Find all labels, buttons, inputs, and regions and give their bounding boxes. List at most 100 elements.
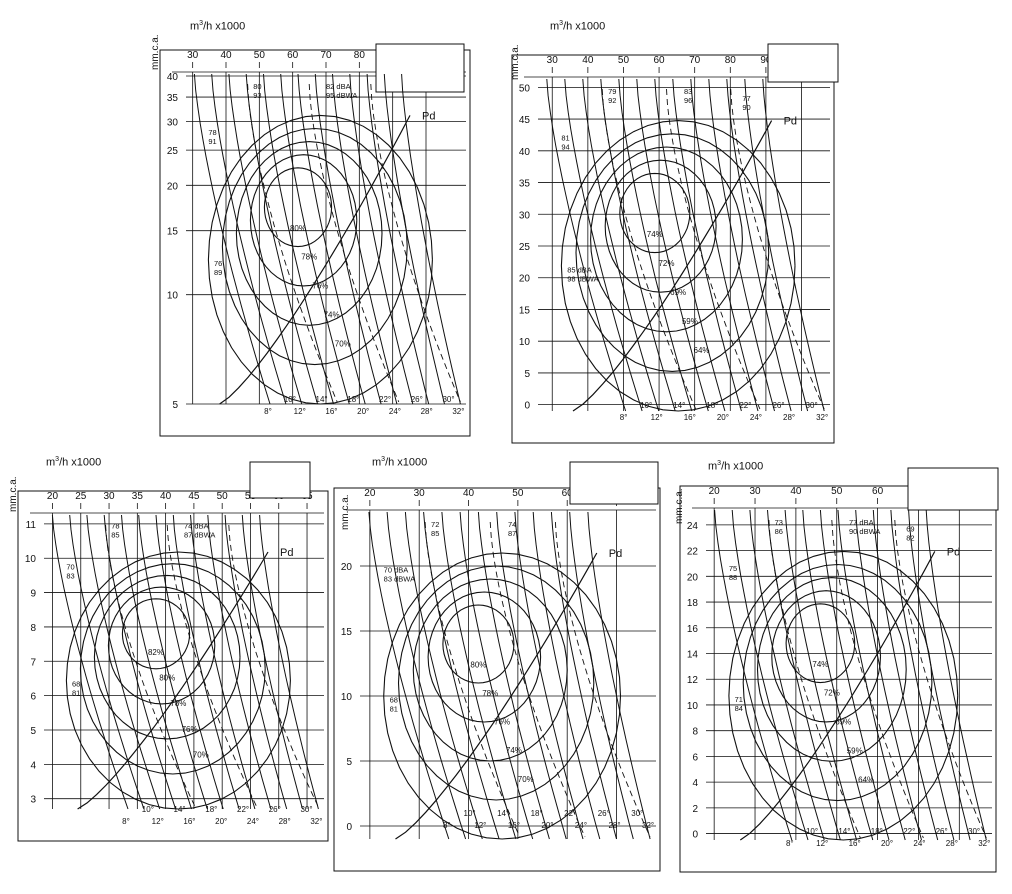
y-tick-label: 10	[167, 291, 179, 302]
noise-level-label: 77 dBA	[849, 518, 874, 527]
noise-level-label: 90	[742, 103, 750, 112]
noise-level-label: 85	[431, 529, 439, 538]
chart-svg: 304050607080901005101520253035408°10°12°…	[159, 43, 471, 437]
speed-label: 20°	[541, 821, 553, 830]
efficiency-curve	[442, 604, 515, 684]
noise-level-label: 88	[729, 573, 737, 582]
y-tick-label: 50	[519, 83, 531, 94]
efficiency-curve	[263, 167, 333, 248]
noise-level-label: 68	[390, 696, 398, 705]
speed-label: 26°	[411, 395, 423, 404]
x-tick-label: 90	[760, 55, 772, 66]
y-tick-label: 11	[26, 520, 37, 531]
legend-box	[375, 43, 465, 93]
efficiency-curve	[107, 586, 216, 705]
speed-curve	[368, 511, 450, 840]
chart-svg: 20253035404550556065345678910118°10°12°1…	[17, 461, 329, 842]
efficiency-label: 64%	[694, 346, 710, 355]
x-unit-title: m3/h x1000	[708, 460, 764, 473]
y-tick-label: 0	[524, 401, 530, 412]
speed-curve	[890, 509, 955, 841]
efficiency-label: 69%	[835, 718, 851, 727]
speed-label: 22°	[564, 809, 576, 818]
y-tick-label: 30	[519, 210, 531, 221]
speed-label: 22°	[903, 827, 915, 836]
speed-curve	[404, 511, 483, 840]
noise-level-label: 70	[66, 563, 74, 572]
x-tick-label: 20	[47, 491, 59, 502]
efficiency-label: 70%	[193, 751, 209, 760]
speed-label: 24°	[247, 817, 259, 826]
noise-level-label: 70 dBA	[384, 566, 409, 575]
speed-curve	[749, 509, 825, 841]
noise-level-label: 72	[431, 520, 439, 529]
x-tick-label: 60	[562, 488, 574, 499]
y-tick-label: 25	[167, 146, 179, 157]
noise-level-label: 79	[608, 87, 616, 96]
speed-label: 14°	[673, 401, 685, 410]
y-tick-label: 6	[30, 692, 36, 703]
speed-curve	[332, 73, 398, 405]
y-tick-label: 35	[519, 179, 531, 190]
efficiency-label: 78%	[301, 253, 317, 262]
x-tick-label: 30	[414, 488, 426, 499]
efficiency-label: 72%	[824, 689, 840, 698]
speed-label: 28°	[608, 821, 620, 830]
speed-curve	[103, 514, 177, 810]
speed-curve	[383, 73, 445, 405]
noise-level-label: 69	[906, 525, 914, 534]
efficiency-label: 82%	[148, 648, 164, 657]
y-tick-label: 12	[687, 675, 699, 686]
speed-curve	[228, 73, 303, 405]
x-tick-label: 50	[254, 50, 266, 61]
speed-curve	[401, 73, 461, 405]
chart-panel-5: 203040506070800246810121416182022248°10°…	[672, 452, 1006, 873]
efficiency-curve	[619, 172, 691, 254]
noise-level-label: 92	[608, 96, 616, 105]
x-tick-label: 40	[582, 55, 594, 66]
frame	[159, 49, 471, 437]
chart-svg: 203040506070800246810121416182022248°10°…	[679, 467, 999, 873]
y-unit-label: mm.c.a.	[340, 494, 351, 530]
speed-label: 26°	[936, 827, 948, 836]
pd-label: Pd	[422, 110, 435, 122]
noise-curve	[370, 83, 461, 403]
speed-curve	[245, 73, 319, 405]
x-tick-label: 60	[287, 50, 299, 61]
x-tick-label: 40	[790, 486, 802, 497]
y-tick-label: 10	[519, 337, 531, 348]
pd-label: Pd	[784, 116, 797, 128]
noise-level-label: 74	[508, 520, 516, 529]
efficiency-curve	[207, 114, 433, 405]
noise-level-label: 76	[214, 259, 222, 268]
y-tick-label: 5	[524, 369, 530, 380]
x-tick-label: 40	[220, 50, 232, 61]
speed-label: 24°	[913, 839, 925, 848]
speed-curve	[587, 511, 651, 840]
x-unit-title: m3/h x1000	[372, 456, 428, 469]
efficiency-curve	[575, 133, 770, 372]
speed-label: 10°	[284, 395, 296, 404]
y-tick-label: 30	[167, 117, 179, 128]
efficiency-curve	[93, 574, 241, 740]
y-tick-label: 40	[167, 72, 179, 83]
noise-curve	[601, 88, 697, 410]
speed-label: 20°	[357, 407, 369, 416]
speed-curve	[618, 78, 693, 412]
noise-curve	[831, 519, 924, 839]
speed-curve	[925, 509, 987, 841]
x-tick-label: 30	[103, 491, 115, 502]
y-tick-label: 35	[167, 93, 179, 104]
pd-curve	[572, 120, 773, 412]
noise-level-label: 83	[684, 87, 692, 96]
speed-label: 28°	[279, 817, 291, 826]
speed-label: 24°	[389, 407, 401, 416]
x-unit-title: m3/h x1000	[46, 456, 102, 469]
x-tick-label: 50	[618, 55, 630, 66]
speed-label: 20°	[717, 413, 729, 422]
noise-curve	[247, 83, 338, 403]
efficiency-label: 80%	[470, 660, 486, 669]
speed-curve	[514, 511, 584, 840]
speed-curve	[855, 509, 922, 841]
noise-level-label: 98 dBWA	[567, 274, 598, 283]
